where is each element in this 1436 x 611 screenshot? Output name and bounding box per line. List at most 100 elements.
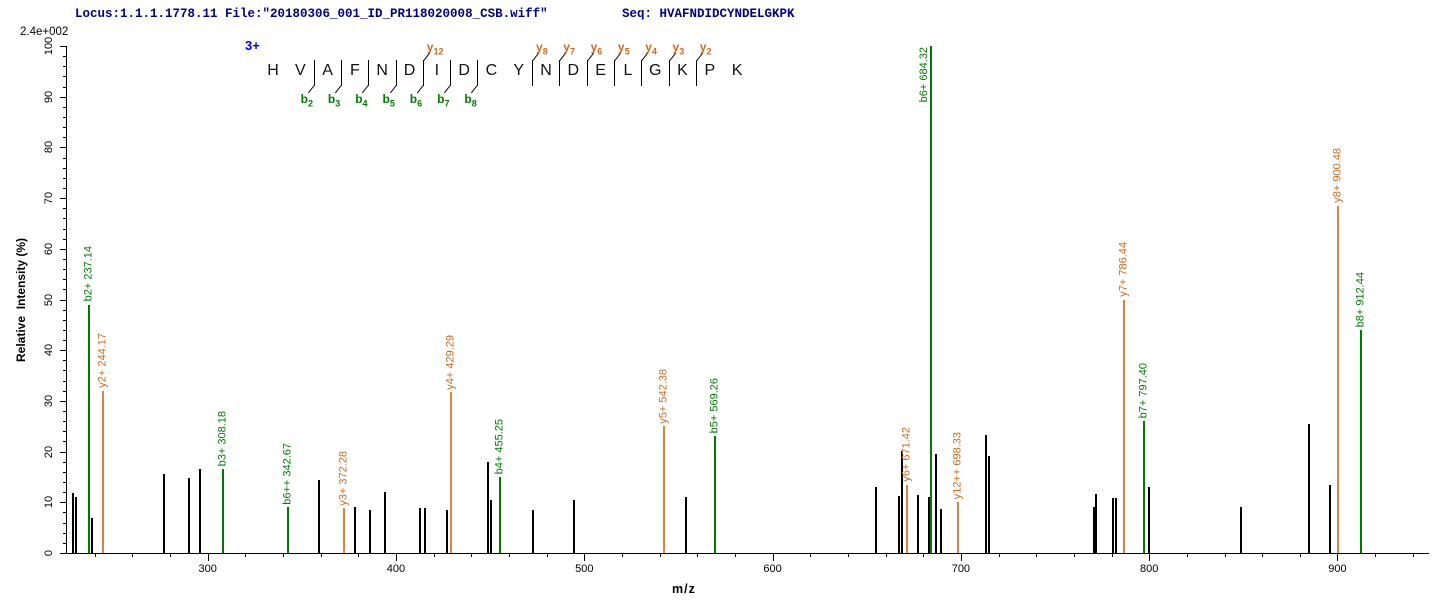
x-axis-minor-tick [1262, 554, 1264, 557]
b-ion-peak-label: b6+ 684.32 [918, 47, 931, 103]
y-ion-label: y12 [426, 40, 444, 57]
residue-letter: N [376, 62, 388, 79]
y-ion-peak-label: y8+ 900.48 [1331, 147, 1344, 203]
residue-letter: P [704, 62, 716, 79]
x-axis-title: m/z [672, 582, 696, 596]
y-ion-peak [906, 484, 909, 553]
y-axis-tick-label: 70 [43, 191, 55, 205]
x-axis-minor-tick [1375, 554, 1377, 557]
y-axis-minor-tick [63, 461, 66, 463]
unlabeled-peak [353, 507, 356, 553]
b-ion-label: b8 [464, 92, 477, 109]
y-axis-minor-tick [63, 127, 66, 129]
x-axis-tick-label: 400 [386, 563, 406, 575]
y-axis-major-tick [60, 96, 66, 98]
plot-area: 0 10 20 30 40 50 60 70 80 90 100 300 400 500 600 700 800… [43, 37, 1429, 575]
unlabeled-peak [317, 479, 320, 553]
cleavage-marker [668, 52, 676, 86]
b-ion-peak [222, 469, 225, 553]
y-ion-label: y3 [672, 40, 685, 57]
y-axis-tick-label: 0 [43, 549, 55, 557]
sequence-label: Seq: HVAFNDIDCYNDELGKPK [622, 7, 795, 21]
unlabeled-peak [1148, 487, 1151, 553]
y-axis-major-tick [60, 502, 66, 504]
b-ion-peak-label: b4+ 455.25 [493, 418, 506, 474]
b-ion-peak-label: b3+ 308.18 [216, 410, 229, 467]
unlabeled-peak [490, 499, 493, 553]
intensity-scale-label: 2.4e+002 [20, 26, 69, 38]
y-axis-minor-tick [63, 482, 66, 484]
x-axis-minor-tick [94, 554, 96, 557]
y-axis-minor-tick [63, 66, 66, 68]
y-axis-minor-tick [63, 542, 66, 544]
y-axis-minor-tick [63, 309, 66, 311]
x-axis-minor-tick [885, 554, 887, 557]
b-ion-peak [287, 507, 289, 553]
residue-letter: F [350, 62, 360, 79]
cleavage-marker [471, 60, 479, 94]
x-axis-minor-tick [320, 554, 322, 557]
b-ion-peak [88, 304, 91, 553]
y-axis-minor-tick [63, 411, 66, 413]
x-axis-tick-label: 300 [198, 563, 217, 575]
x-axis-minor-tick [1412, 554, 1414, 557]
cleavage-marker [416, 52, 430, 94]
x-axis-minor-tick [508, 554, 510, 557]
cleavage-marker [586, 52, 594, 86]
y-ion-peak [956, 502, 959, 553]
x-axis-minor-tick [621, 554, 623, 557]
y-ion-label: y4 [645, 40, 657, 57]
x-axis-minor-tick [245, 554, 247, 557]
residue-letter: E [595, 62, 606, 79]
x-axis-tick-label: 800 [1139, 563, 1159, 575]
unlabeled-peak [445, 509, 448, 553]
b-ion-label: b4 [355, 92, 368, 109]
cleavage-marker [307, 60, 315, 94]
y-ion-label: y6 [590, 40, 603, 57]
unlabeled-peak [368, 509, 371, 553]
residue-letter: A [322, 62, 333, 79]
y-axis-major-tick [60, 248, 66, 250]
y-axis-minor-tick [63, 340, 66, 342]
x-axis-major-tick [395, 554, 397, 561]
cleavage-marker [613, 52, 621, 86]
b-ion-peak [499, 476, 501, 553]
y-axis-minor-tick [63, 360, 66, 362]
y-axis-minor-tick [63, 289, 66, 291]
y-axis-title: Relative Intensity (%) [14, 237, 28, 363]
unlabeled-peak [1240, 506, 1243, 553]
b-ion-label: b6 [409, 92, 423, 109]
residue-letter: V [294, 62, 306, 79]
y-axis-major-tick [60, 46, 66, 47]
b-ion-peak-label: b8+ 912.44 [1354, 271, 1367, 327]
y-axis-minor-tick [63, 177, 66, 179]
residue-letter: D [458, 62, 470, 79]
y-axis-minor-tick [63, 431, 66, 433]
y-axis-minor-tick [63, 116, 66, 118]
y-axis-major-tick [60, 198, 66, 200]
residue-letter: Y [513, 62, 525, 79]
unlabeled-peak [1308, 423, 1311, 553]
y-axis-minor-tick [63, 187, 66, 189]
unlabeled-peak [684, 497, 687, 553]
b-ion-label: b3 [327, 92, 341, 109]
unlabeled-peak [916, 494, 919, 553]
y-axis-major-tick [60, 147, 66, 149]
y-ion-peak-label: y5+ 542.38 [657, 368, 670, 424]
unlabeled-peak [927, 497, 930, 553]
y-axis-minor-tick [63, 390, 66, 392]
y-axis-minor-tick [63, 532, 66, 534]
unlabeled-peak [424, 508, 427, 553]
x-axis-major-tick [960, 554, 962, 561]
b-ion-peak-label: b5+ 569.26 [708, 378, 721, 434]
y-axis-major-tick [60, 350, 66, 352]
b-ion-peak [930, 46, 933, 553]
unlabeled-peak [419, 508, 422, 553]
y-ion-peak-label: y4+ 429.29 [444, 334, 457, 390]
x-axis-major-tick [1337, 554, 1339, 561]
y-axis-minor-tick [63, 279, 66, 281]
unlabeled-peak [988, 455, 991, 553]
y-axis-minor-tick [63, 86, 66, 88]
